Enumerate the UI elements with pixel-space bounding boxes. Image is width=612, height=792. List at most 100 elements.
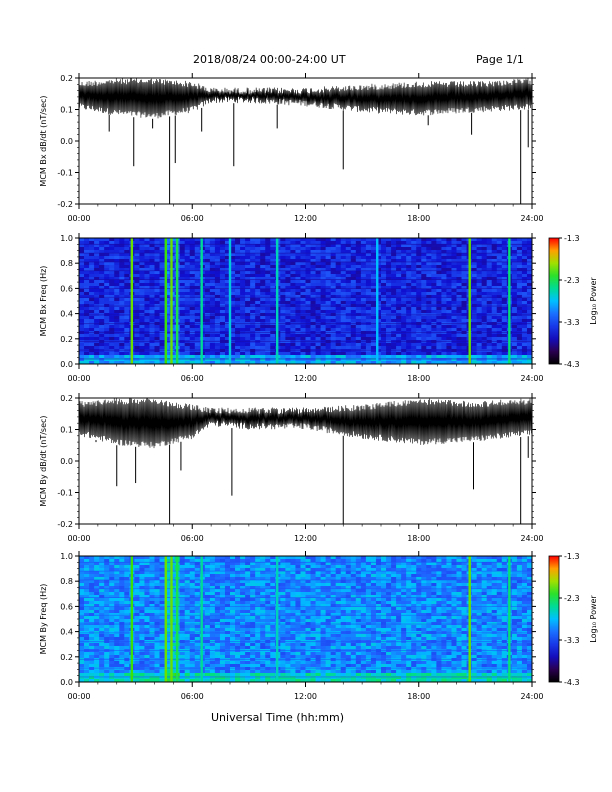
bx-spec-cell bbox=[315, 334, 321, 338]
by-spec-cell bbox=[350, 580, 357, 584]
bx-spec-cell bbox=[104, 310, 110, 314]
bx-spec-cell bbox=[511, 283, 518, 287]
bx-spec-cell bbox=[89, 289, 95, 293]
bx-spec-cell bbox=[310, 355, 316, 359]
bx-spec-cell bbox=[300, 295, 306, 299]
bx-spec-cell bbox=[426, 301, 432, 305]
by-spec-cell bbox=[320, 580, 327, 584]
bx-spec-cell bbox=[159, 334, 165, 338]
bx-spec-cell bbox=[491, 352, 498, 356]
bx-spec-cell bbox=[240, 271, 246, 275]
bx-spec-cell bbox=[496, 283, 503, 287]
bx-spec-cell bbox=[426, 274, 432, 278]
bx-spec-cell bbox=[381, 244, 387, 248]
bx-spec-cell bbox=[159, 283, 165, 287]
bx-spec-cell bbox=[149, 361, 155, 365]
bx-spec-cell bbox=[219, 307, 226, 311]
bx-spec-cell bbox=[496, 310, 503, 314]
bx-spec-cell bbox=[159, 319, 165, 323]
bx-spec-cell bbox=[421, 292, 427, 296]
bx-spec-cell bbox=[370, 355, 377, 359]
bx-spec-cell bbox=[416, 337, 422, 341]
bx-spec-cell bbox=[84, 292, 90, 296]
bx-spec-cell bbox=[159, 280, 165, 284]
by-spec-cell bbox=[386, 565, 392, 569]
by-spec-cell bbox=[295, 574, 301, 578]
bx-spec-cell bbox=[441, 280, 447, 284]
bx-spec-cell bbox=[501, 301, 508, 305]
by-dbdt-panel: 0.20.10.0-0.1-0.200:00 06:00 12:00 18:00 24:… bbox=[39, 393, 544, 543]
bx-spec-cell bbox=[94, 256, 100, 260]
bx-spec-cell bbox=[330, 310, 337, 314]
bx-spec-cell bbox=[391, 292, 397, 296]
bx-spec-cell bbox=[235, 283, 241, 287]
bx-spec-cell bbox=[99, 310, 105, 314]
by-spec-cell bbox=[300, 574, 306, 578]
bx-spec-cell bbox=[365, 259, 372, 263]
by-spec-cell bbox=[461, 562, 467, 566]
bx-spec-ytick-label: 0.2 bbox=[60, 335, 73, 344]
bx-spec-cell bbox=[350, 247, 357, 251]
bx-spec-cell bbox=[265, 277, 271, 281]
bx-spec-cell bbox=[360, 358, 367, 362]
bx-spec-cell bbox=[214, 241, 221, 245]
bx-spec-cell bbox=[481, 358, 488, 362]
bx-spec-cell bbox=[335, 334, 342, 338]
bx-spec-cell bbox=[89, 256, 95, 260]
bx-spec-cell bbox=[471, 256, 478, 260]
bx-spec-cell bbox=[124, 328, 130, 332]
bx-spec-cell bbox=[224, 247, 231, 251]
bx-spec-cell bbox=[134, 334, 140, 338]
by-spec-cell bbox=[526, 562, 533, 566]
bx-spec-cell bbox=[224, 238, 231, 242]
bx-spec-cell bbox=[335, 289, 342, 293]
bx-spec-cell bbox=[426, 358, 432, 362]
bx-spec-event-column bbox=[228, 238, 232, 364]
bx-spec-cell bbox=[144, 238, 150, 242]
bx-spec-cell bbox=[119, 283, 125, 287]
bx-spec-cell bbox=[436, 283, 442, 287]
bx-spec-cell bbox=[310, 316, 316, 320]
bx-spec-cell bbox=[124, 316, 130, 320]
bx-spec-cell bbox=[441, 259, 447, 263]
bx-spec-cell bbox=[104, 271, 110, 275]
bx-spec-cell bbox=[99, 316, 105, 320]
by-spec-cell bbox=[194, 565, 201, 569]
bx-spec-cell bbox=[426, 334, 432, 338]
bx-spec-cell bbox=[340, 247, 347, 251]
bx-spec-cell bbox=[486, 253, 493, 257]
bx-spec-cell bbox=[164, 283, 170, 287]
bx-spec-cell bbox=[345, 289, 352, 293]
bx-spec-cell bbox=[285, 295, 291, 299]
bx-spec-cell bbox=[159, 259, 165, 263]
by-spec-cell bbox=[214, 565, 221, 569]
bx-spec-cell bbox=[375, 346, 382, 350]
by-spec-cell bbox=[219, 571, 226, 575]
bx-spec-cell bbox=[84, 298, 90, 302]
bx-spec-cell bbox=[280, 310, 286, 314]
bx-spec-cell bbox=[406, 256, 412, 260]
bx-spec-cell bbox=[214, 268, 221, 272]
bx-spec-cell bbox=[386, 337, 392, 341]
bx-spec-cell bbox=[406, 310, 412, 314]
bx-spec-ytick-label: 0.8 bbox=[60, 259, 73, 268]
bx-spec-cell bbox=[481, 274, 488, 278]
bx-spec-cell bbox=[84, 259, 90, 263]
bx-spec-cell bbox=[381, 349, 387, 353]
bx-spec-cell bbox=[481, 310, 488, 314]
by-spec-cell bbox=[335, 580, 342, 584]
bx-spec-cell bbox=[189, 307, 196, 311]
bx-spec-cell bbox=[99, 352, 105, 356]
by-spec-cell bbox=[310, 562, 316, 566]
bx-spec-cell bbox=[310, 298, 316, 302]
bx-spec-cell bbox=[381, 346, 387, 350]
bx-spec-cell bbox=[471, 358, 478, 362]
bx-spec-cell bbox=[416, 238, 422, 242]
by-spec-cell bbox=[340, 562, 347, 566]
bx-spec-cell bbox=[154, 265, 160, 269]
bx-spec-cell bbox=[204, 274, 211, 278]
by-spec-cell bbox=[446, 571, 452, 575]
bx-spec-cell bbox=[149, 280, 155, 284]
bx-spec-cell bbox=[295, 292, 301, 296]
bx-spec-cell bbox=[305, 355, 311, 359]
